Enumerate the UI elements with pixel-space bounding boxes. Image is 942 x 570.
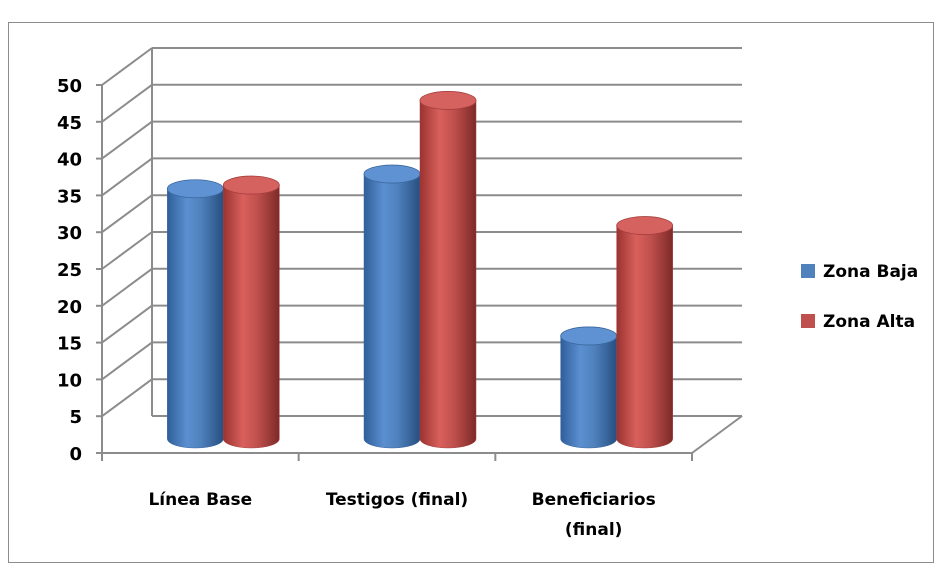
bars <box>166 91 674 449</box>
y-tick-labels: 0 5 10 15 20 25 30 35 40 45 50 <box>57 76 82 465</box>
bar-zona-alta-2 <box>616 216 674 449</box>
legend-swatch <box>801 264 815 278</box>
bar-zona-baja-2 <box>560 326 618 449</box>
gridline-side <box>101 120 153 160</box>
bar-zona-baja-1 <box>363 164 421 449</box>
y-tick-label: 35 <box>57 186 82 207</box>
category-labels: Línea Base Testigos (final) Beneficiarios (… <box>148 490 655 540</box>
bar-body <box>616 225 673 449</box>
floor-edge <box>691 415 743 454</box>
bar-top <box>222 175 280 195</box>
category-label-line: Testigos (final) <box>326 490 468 510</box>
legend-label: Zona Baja <box>823 262 918 282</box>
bar-top <box>363 164 421 184</box>
gridline-side <box>101 378 153 418</box>
category-label-line: Línea Base <box>148 490 252 510</box>
bar-body <box>167 188 224 449</box>
gridline-side <box>101 267 153 307</box>
bar-zona-alta-0 <box>222 175 280 449</box>
gridline-side <box>101 341 153 381</box>
category-label: Línea Base <box>148 490 252 510</box>
legend-swatch <box>801 314 815 328</box>
gridline-side <box>101 47 153 86</box>
bar-body <box>363 173 421 449</box>
y-tick-label: 5 <box>69 407 82 428</box>
gridline-side <box>101 304 153 344</box>
y-tick-label: 20 <box>57 297 82 318</box>
legend: Zona Baja Zona Alta <box>801 262 918 332</box>
category-label: Beneficiarios (final) <box>532 490 656 540</box>
bar-body <box>560 335 617 449</box>
bar-zona-alta-1 <box>419 91 477 449</box>
bar-top <box>166 179 224 199</box>
category-label-line: Beneficiarios <box>532 490 656 510</box>
bar-body <box>223 184 280 449</box>
y-tick-label: 10 <box>57 370 82 391</box>
category-label-line: (final) <box>565 520 623 540</box>
gridline-side <box>101 194 153 234</box>
bar-top <box>560 326 618 346</box>
bar-top <box>616 216 674 235</box>
gridline-side <box>101 157 153 197</box>
bar-top <box>419 91 477 110</box>
y-tick-label: 0 <box>69 444 82 465</box>
axes <box>96 84 743 461</box>
bar-zona-baja-0 <box>166 179 224 449</box>
y-tick-label: 25 <box>57 260 82 281</box>
y-tick-label: 50 <box>57 76 82 97</box>
category-label: Testigos (final) <box>326 490 468 510</box>
gridline-side <box>101 231 153 270</box>
y-tick-label: 15 <box>57 334 82 355</box>
y-tick-label: 45 <box>57 113 82 134</box>
legend-label: Zona Alta <box>823 312 915 332</box>
y-tick-label: 40 <box>57 150 82 171</box>
bar-body <box>419 100 477 449</box>
y-tick-label: 30 <box>57 223 82 244</box>
gridline-side <box>101 83 153 123</box>
